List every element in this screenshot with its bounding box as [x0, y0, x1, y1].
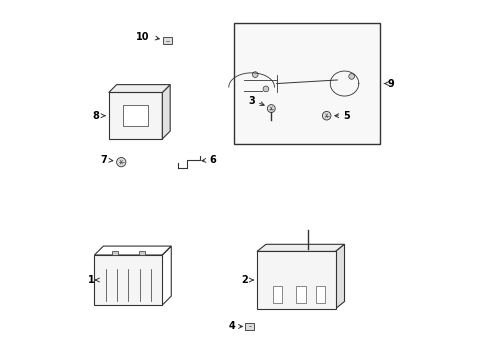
- Circle shape: [263, 86, 268, 92]
- Polygon shape: [162, 85, 170, 139]
- Bar: [296, 286, 305, 303]
- Text: 7: 7: [100, 156, 106, 165]
- Circle shape: [322, 111, 330, 120]
- Polygon shape: [108, 93, 162, 139]
- Text: 5: 5: [342, 111, 349, 121]
- Bar: [315, 286, 325, 303]
- Bar: [112, 251, 118, 255]
- Text: 2: 2: [241, 275, 247, 285]
- Text: 9: 9: [387, 78, 393, 89]
- Polygon shape: [94, 255, 162, 305]
- Polygon shape: [257, 244, 344, 251]
- Text: 6: 6: [208, 156, 215, 165]
- Bar: [139, 251, 144, 255]
- Polygon shape: [108, 85, 170, 93]
- Bar: [163, 37, 172, 44]
- Bar: [272, 286, 282, 303]
- Bar: [245, 323, 254, 330]
- Circle shape: [252, 72, 258, 77]
- Polygon shape: [335, 244, 344, 309]
- Text: 8: 8: [93, 111, 100, 121]
- Bar: [123, 105, 147, 126]
- Circle shape: [348, 73, 354, 79]
- Circle shape: [116, 157, 125, 167]
- Text: 4: 4: [228, 321, 235, 332]
- Bar: [233, 23, 380, 144]
- Text: 1: 1: [87, 275, 94, 285]
- Circle shape: [267, 105, 275, 112]
- Polygon shape: [257, 251, 335, 309]
- Text: 10: 10: [136, 32, 149, 42]
- Text: 3: 3: [248, 96, 255, 107]
